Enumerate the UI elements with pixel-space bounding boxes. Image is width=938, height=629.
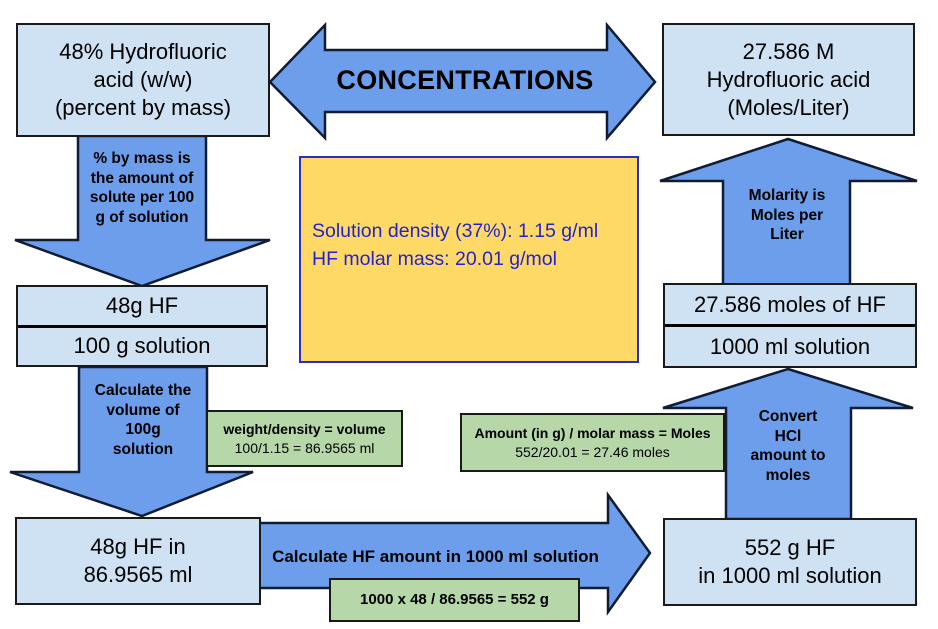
node-hf-volume-text: 48g HF in 86.9565 ml xyxy=(83,534,193,587)
mole-fraction-numerator: 27.586 moles of HF xyxy=(694,291,886,317)
node-molarity: 27.586 M Hydrofluoric acid (Moles/Liter) xyxy=(662,23,915,136)
down-arrow-calc-volume xyxy=(9,365,254,518)
mass-fraction-numerator: 48g HF xyxy=(105,292,179,318)
label-convert-to-moles: Convert HCl amount to moles xyxy=(750,408,826,484)
calc-note-mass-formula: 1000 x 48 / 86.9565 = 552 g xyxy=(360,590,549,608)
calc-note-mass: 1000 x 48 / 86.9565 = 552 g xyxy=(329,578,580,622)
fraction-divider xyxy=(18,324,266,328)
label-percent-definition: % by mass is the amount of solute per 10… xyxy=(89,150,195,226)
double-arrow-concentrations xyxy=(268,21,657,142)
calc-note-volume: weight/density = volume 100/1.15 = 86.95… xyxy=(206,410,403,467)
node-percent-mass: 48% Hydrofluoric acid (w/w) (percent by … xyxy=(16,23,270,137)
down-arrow-percent-definition xyxy=(14,134,271,288)
node-mole-fraction: 27.586 moles of HF 1000 ml solution xyxy=(663,283,917,368)
node-percent-mass-text: 48% Hydrofluoric acid (w/w) (percent by … xyxy=(54,39,232,120)
calc-note-volume-result: 100/1.15 = 86.9565 ml xyxy=(234,439,375,456)
calc-note-moles-formula: Amount (in g) / molar mass = Moles xyxy=(474,425,711,441)
node-hf-per-liter-text: 552 g HF in 1000 ml solution xyxy=(698,535,882,588)
node-hf-per-liter: 552 g HF in 1000 ml solution xyxy=(663,518,917,606)
fraction-divider xyxy=(665,324,915,327)
info-box-text: Solution density (37%): 1.15 g/ml HF mol… xyxy=(312,220,599,270)
calc-note-volume-formula: weight/density = volume xyxy=(223,421,386,437)
calc-note-moles-result: 552/20.01 = 27.46 moles xyxy=(515,443,670,460)
label-calc-hf-amount: Calculate HF amount in 1000 ml solution xyxy=(272,547,599,566)
concentrations-title: CONCENTRATIONS xyxy=(336,65,594,95)
node-hf-volume: 48g HF in 86.9565 ml xyxy=(15,517,261,605)
node-molarity-text: 27.586 M Hydrofluoric acid (Moles/Liter) xyxy=(706,38,871,120)
label-molarity-definition: Molarity is Moles per Liter xyxy=(748,187,826,243)
mole-fraction-denominator: 1000 ml solution xyxy=(709,333,871,359)
calc-note-moles: Amount (in g) / molar mass = Moles 552/2… xyxy=(460,413,725,472)
info-box-constants: Solution density (37%): 1.15 g/ml HF mol… xyxy=(299,156,639,363)
mass-fraction-denominator: 100 g solution xyxy=(73,333,211,359)
label-calc-volume: Calculate the volume of 100g solution xyxy=(94,382,192,458)
node-mass-fraction: 48g HF 100 g solution xyxy=(16,285,268,367)
